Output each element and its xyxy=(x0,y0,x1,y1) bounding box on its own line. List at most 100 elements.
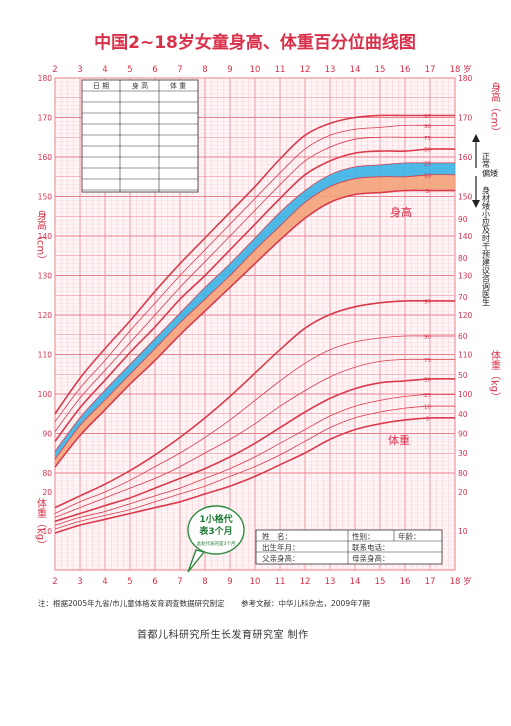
weight-curve-p50 xyxy=(54,377,456,523)
height-tick-right-160: 160 xyxy=(458,153,473,162)
x-tick-bottom-3: 3 xyxy=(77,577,82,587)
height-tick-left-90: 90 xyxy=(42,430,52,439)
x-tick-top-7: 7 xyxy=(177,65,182,75)
info-mother: 母亲身高： xyxy=(352,553,390,563)
info-age: 年龄： xyxy=(398,531,421,541)
height-tick-left-160: 160 xyxy=(38,153,53,162)
info-box: 姓 名： 性别： 年龄： 出生年月： 联系电话： 父亲身高： 母亲身高： xyxy=(255,529,443,565)
credit-line: 首都儿科研究所生长发育研究室 制作 xyxy=(137,630,309,641)
callout-line2: 表3个月 xyxy=(198,525,232,537)
x-tick-top-8: 8 xyxy=(202,65,207,75)
x-tick-top-4: 4 xyxy=(102,65,107,75)
x-tick-bottom-16: 16 xyxy=(400,577,411,587)
height-pct-label-10: 10 xyxy=(424,173,431,179)
side-note-normal: 正常 xyxy=(482,152,491,169)
x-tick-bottom-4: 4 xyxy=(102,577,107,587)
height-pct-label-3: 3 xyxy=(426,189,430,195)
x-tick-bottom-13: 13 xyxy=(325,577,336,587)
weight-tick-left-20: 20 xyxy=(42,488,52,497)
callout-bubble: 1小格代 表3个月 此处代表的是3个月 xyxy=(187,505,245,573)
weight-pct-label-75: 75 xyxy=(424,358,431,364)
height-tick-left-110: 110 xyxy=(38,351,53,360)
height-pct-label-25: 25 xyxy=(424,161,431,167)
weight-tick-right-80: 80 xyxy=(458,254,468,263)
height-tick-left-80: 80 xyxy=(42,469,52,478)
x-tick-bottom-17: 17 xyxy=(425,577,436,587)
footnote-note: 注：根据2005年九省/市儿童体格发育调查数据研究制定 xyxy=(38,599,225,608)
height-tick-right-170: 170 xyxy=(458,114,473,123)
weight-tick-right-30: 30 xyxy=(458,449,468,458)
record-header-weight: 体 重 xyxy=(170,81,186,90)
height-curve-p25 xyxy=(54,162,455,452)
x-tick-bottom-5: 5 xyxy=(127,577,132,587)
weight-curve-p10 xyxy=(54,405,456,530)
x-tick-top-11: 11 xyxy=(275,65,286,75)
x-tick-top-12: 12 xyxy=(300,65,311,75)
weight-curve-p97 xyxy=(54,299,455,509)
weight-tick-right-90: 90 xyxy=(458,215,468,224)
height-tick-left-140: 140 xyxy=(38,232,53,241)
right-axis-title-height: 身高（cm） xyxy=(489,81,501,137)
height-tick-right-140: 140 xyxy=(458,232,473,241)
x-tick-bottom-12: 12 xyxy=(300,577,311,587)
height-tick-right-130: 130 xyxy=(458,272,473,281)
info-phone: 联系电话： xyxy=(352,542,390,552)
footnote-reference: 参考文献：中华儿科杂志，2009年7期 xyxy=(241,599,370,608)
height-tick-right-90: 90 xyxy=(458,430,468,439)
info-sex: 性别： xyxy=(352,531,375,541)
weight-tick-right-60: 60 xyxy=(458,332,468,341)
footnote: 注：根据2005年九省/市儿童体格发育调查数据研究制定 参考文献：中华儿科杂志，… xyxy=(38,598,384,609)
x-tick-top-2: 2 xyxy=(52,65,57,75)
age-unit-top: 岁 xyxy=(463,64,472,75)
height-curve-p97 xyxy=(54,114,455,415)
height-pct-label-75: 75 xyxy=(424,136,431,142)
height-tick-left-100: 100 xyxy=(38,390,53,399)
callout-line1: 1小格代 xyxy=(199,513,232,525)
record-header-date: 日 期 xyxy=(93,82,109,90)
weight-pct-label-90: 90 xyxy=(424,335,431,341)
height-pct-label-90: 90 xyxy=(424,124,431,130)
weight-pct-label-25: 25 xyxy=(424,393,431,399)
weight-curve-p25 xyxy=(54,393,456,526)
x-tick-top-10: 10 xyxy=(250,65,261,75)
x-tick-bottom-6: 6 xyxy=(152,577,157,587)
x-tick-top-13: 13 xyxy=(325,65,336,75)
x-tick-top-14: 14 xyxy=(350,65,361,75)
callout-line3: 此处代表的是3个月 xyxy=(197,540,236,547)
weight-curve-p75 xyxy=(54,358,455,518)
x-tick-top-6: 6 xyxy=(152,65,157,75)
page-title: 中国2~18岁女童身高、体重百分位曲线图 xyxy=(94,32,416,53)
height-curve-p90 xyxy=(54,124,455,422)
curve-label-height: 身高 xyxy=(390,205,412,219)
height-curve-p10 xyxy=(54,174,456,460)
curve-label-weight: 体重 xyxy=(388,433,410,447)
left-axis-title-height: 身高（cm） xyxy=(35,209,47,265)
x-tick-top-16: 16 xyxy=(400,65,411,75)
weight-curve-p90 xyxy=(54,335,455,514)
height-curve-p50 xyxy=(54,148,456,442)
weight-pct-label-10: 10 xyxy=(424,405,431,411)
height-pct-label-97: 97 xyxy=(424,114,431,120)
left-axis-title-weight: 体重（kg） xyxy=(35,498,47,550)
info-name: 姓 名： xyxy=(262,531,292,541)
x-tick-bottom-10: 10 xyxy=(250,577,261,587)
info-father: 父亲身高： xyxy=(262,553,300,563)
right-axis-title-weight: 体重（kg） xyxy=(489,350,501,402)
height-tick-left-150: 150 xyxy=(38,193,53,202)
x-tick-bottom-11: 11 xyxy=(275,577,286,587)
x-tick-top-17: 17 xyxy=(425,65,436,75)
percentile-labels: 97 90 75 50 25 10 3 97 90 75 50 25 10 3 xyxy=(424,114,431,422)
x-tick-top-3: 3 xyxy=(77,65,82,75)
height-tick-left-180: 180 xyxy=(38,74,53,83)
info-birth: 出生年月： xyxy=(262,542,300,552)
height-tick-left-120: 120 xyxy=(38,311,53,320)
height-curve-p3 xyxy=(54,189,455,468)
x-tick-bottom-7: 7 xyxy=(177,577,182,587)
x-tick-bottom-8: 8 xyxy=(202,577,207,587)
weight-tick-right-50: 50 xyxy=(458,371,468,380)
x-tick-top-18: 18 xyxy=(450,65,461,75)
record-table: 日 期 身 高 体 重 xyxy=(81,79,199,193)
height-tick-right-120: 120 xyxy=(458,311,473,320)
weight-pct-label-50: 50 xyxy=(424,377,431,383)
